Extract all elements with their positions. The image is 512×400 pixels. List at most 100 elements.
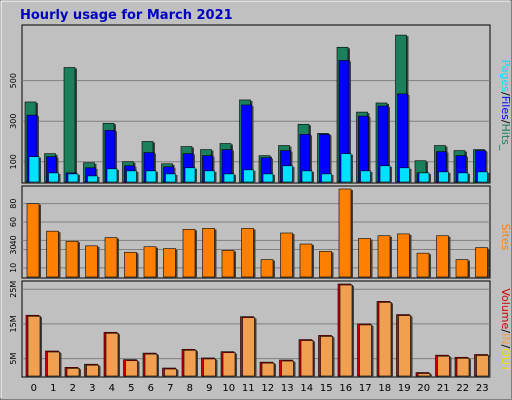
bar-pages-0: [28, 156, 40, 183]
bar-sites-16: [338, 188, 352, 278]
bar-sites-15: [319, 251, 332, 278]
bar-sites-12: [260, 259, 274, 278]
panel-hits-files-pages: 100 300 500: [9, 24, 491, 184]
x-tick-label: 9: [206, 383, 212, 394]
legend-separator: /: [499, 344, 512, 348]
x-tick-label: 17: [359, 383, 372, 394]
bar-sites-6: [143, 246, 157, 278]
legend-hits-files-pages: Pages/Files/Hits_: [499, 60, 512, 151]
bar-sites-4: [104, 237, 118, 278]
y-tick-label: 15M: [9, 315, 18, 332]
y-tick-label: 300: [9, 114, 18, 129]
bar-sites-9: [202, 228, 215, 278]
bar-sites-8: [182, 229, 196, 278]
bar-pages-21: [438, 171, 449, 183]
bar-in-3: [86, 364, 99, 377]
chart-title: Hourly usage for March 2021: [20, 8, 233, 23]
bar-pages-14: [301, 170, 313, 183]
legend-separator: /: [499, 120, 512, 124]
x-tick-label: 2: [70, 383, 76, 394]
bar-sites-0: [26, 203, 40, 278]
bar-pages-5: [126, 170, 137, 183]
y-tick-label: 5M: [9, 353, 18, 365]
legend-sites: Sites: [499, 224, 512, 251]
bar-sites-7: [163, 248, 176, 278]
bar-pages-13: [282, 165, 293, 183]
bar-sites-10: [221, 250, 235, 278]
bar-pages-16: [340, 153, 352, 183]
x-tick-label: 18: [378, 383, 391, 394]
bar-sites-19: [397, 233, 410, 278]
bar-sites-22: [455, 259, 469, 278]
y-tick-label: 500: [9, 73, 18, 88]
bar-sites-5: [124, 251, 137, 278]
y-tick-label: 60: [9, 217, 18, 227]
bar-sites-20: [416, 252, 430, 278]
bar-in-19: [398, 315, 411, 377]
bar-sites-21: [436, 235, 449, 278]
bar-pages-17: [360, 170, 371, 183]
x-tick-label: 4: [109, 383, 115, 394]
x-tick-label: 1: [50, 383, 56, 394]
x-tick-label: 16: [339, 383, 352, 394]
bar-in-8: [183, 349, 197, 377]
bar-pages-19: [399, 167, 410, 183]
bar-pages-6: [145, 170, 157, 183]
bar-in-7: [164, 368, 177, 377]
x-tick-label: 0: [31, 383, 37, 394]
legend-sites-label: Sites: [499, 224, 512, 251]
legend-suffix: _: [499, 144, 512, 151]
x-tick-label: 10: [222, 383, 235, 394]
panel-volume: 5M 15M 25M: [9, 280, 491, 378]
bar-in-13: [281, 360, 294, 377]
bar-in-23: [476, 355, 489, 377]
bar-sites-3: [85, 245, 98, 278]
bar-in-0: [27, 315, 41, 377]
bar-in-1: [47, 351, 60, 377]
y-tick-label: 10: [9, 263, 18, 273]
bar-in-14: [300, 340, 314, 377]
x-tick-label: 22: [456, 383, 469, 394]
x-tick-label: 6: [148, 383, 154, 394]
bar-pages-15: [321, 173, 332, 183]
svg-text:Volume/IN/OUT: Volume/IN/OUT: [499, 288, 512, 372]
bar-in-18: [378, 302, 392, 377]
x-tick-label: 15: [320, 383, 333, 394]
bar-in-11: [242, 317, 255, 377]
bar-pages-8: [184, 167, 196, 183]
y-tick-label: 40: [9, 235, 18, 245]
legend-separator: /: [499, 92, 512, 96]
x-tick-label: 14: [300, 383, 313, 394]
bar-sites-2: [65, 240, 79, 278]
bar-sites-13: [280, 232, 293, 278]
bar-in-22: [456, 357, 470, 377]
x-tick-label: 20: [417, 383, 430, 394]
legend-files: Files: [499, 96, 512, 120]
bar-pages-20: [418, 172, 430, 183]
bar-in-9: [203, 358, 216, 377]
x-tick-label: 7: [167, 383, 173, 394]
legend-separator: /: [499, 329, 512, 333]
bar-in-17: [359, 324, 372, 377]
bar-in-12: [261, 362, 275, 377]
x-tick-label: 19: [398, 383, 411, 394]
x-tick-label: 13: [281, 383, 294, 394]
legend-pages: Pages: [499, 60, 512, 93]
bar-sites-18: [377, 235, 391, 278]
x-tick-label: 21: [437, 383, 450, 394]
y-tick-label: 80: [9, 199, 18, 209]
y-tick-label: 25M: [9, 281, 18, 298]
bar-hits-2: [63, 67, 76, 183]
bar-pages-9: [204, 170, 215, 183]
bar-sites-14: [299, 243, 313, 278]
bar-in-10: [222, 352, 236, 377]
x-tick-label: 12: [261, 383, 274, 394]
bar-in-15: [320, 336, 333, 377]
x-tick-label: 3: [89, 383, 95, 394]
x-tick-label: 23: [476, 383, 489, 394]
svg-text:Pages/Files/Hits_: Pages/Files/Hits_: [499, 60, 512, 151]
svg-text:Sites: Sites: [499, 224, 512, 251]
legend-hits: Hits: [499, 124, 512, 146]
